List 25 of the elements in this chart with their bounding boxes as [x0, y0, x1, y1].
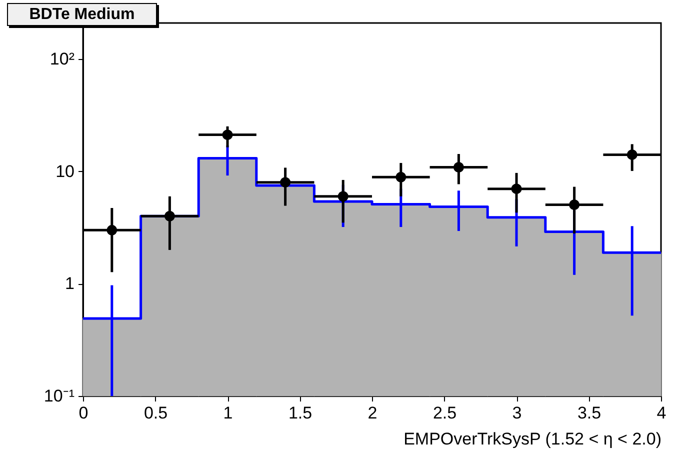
x-tick-label: 1.5: [288, 404, 312, 422]
point: [280, 177, 291, 188]
x-axis-title: EMPOverTrkSysP (1.52 < η < 2.0): [404, 430, 662, 448]
point: [396, 172, 406, 182]
point: [338, 191, 348, 202]
point: [164, 210, 175, 222]
point: [222, 130, 233, 140]
x-tick-label: 2.5: [432, 404, 457, 422]
y-tick-label: 10⁻¹: [44, 386, 75, 406]
y-tick-label: 10: [56, 162, 74, 181]
x-tick-label: 0: [78, 404, 88, 422]
x-tick-label: 0.5: [144, 404, 168, 422]
x-tick-label: 1: [223, 404, 233, 422]
chart-title: BDTe Medium: [7, 3, 157, 26]
x-tick-label: 3: [512, 404, 522, 422]
y-tick-label: 10²: [50, 50, 75, 69]
point: [511, 184, 522, 194]
point: [569, 200, 580, 210]
x-tick-label: 4: [656, 404, 666, 422]
point: [106, 224, 118, 236]
point: [626, 149, 638, 160]
y-tick-label: 1: [65, 274, 74, 294]
point: [453, 162, 464, 172]
x-tick-label: 3.5: [577, 404, 602, 422]
x-tick-label: 2: [368, 404, 378, 422]
